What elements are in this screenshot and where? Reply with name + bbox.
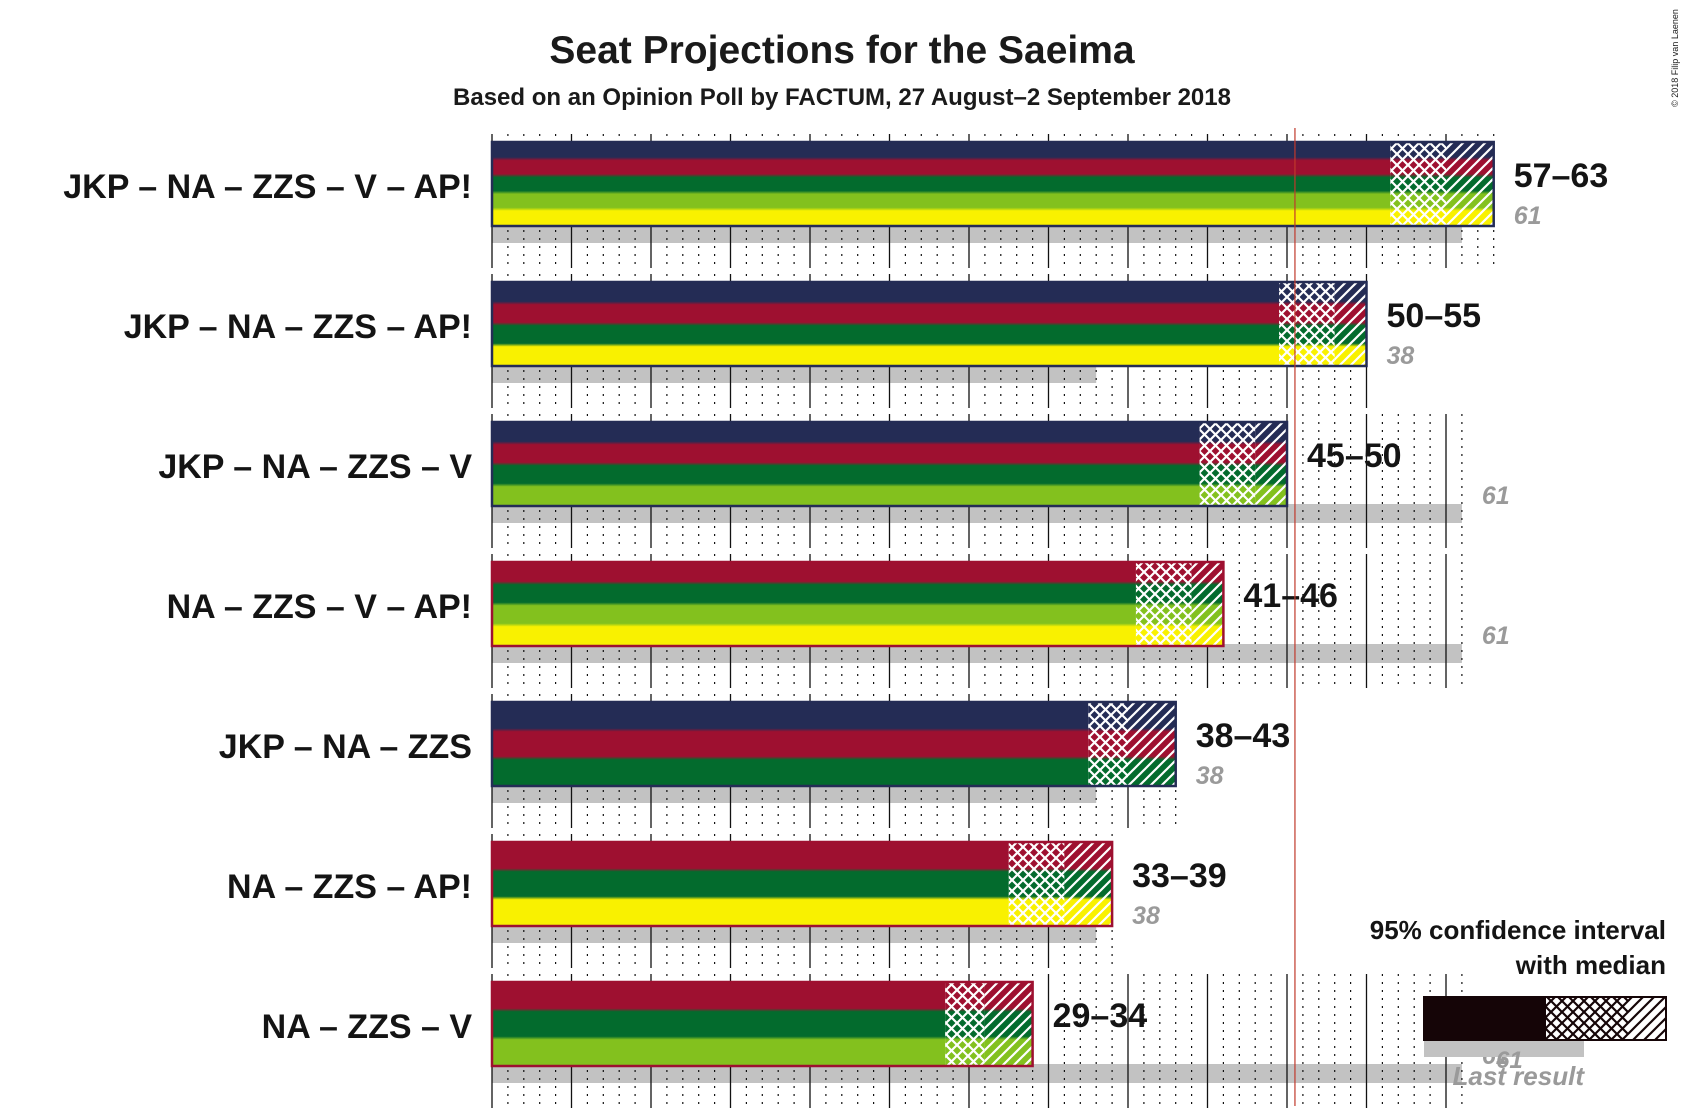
bar-outline xyxy=(490,140,1495,228)
legend-ci-hatch xyxy=(1628,997,1666,1040)
last-result-bar xyxy=(492,1064,1462,1083)
bar-ci-hatch xyxy=(1334,282,1367,366)
last-result-bar xyxy=(492,224,1462,243)
coalition-row: NA – ZZS – AP! 33–39 38 xyxy=(227,834,1227,968)
coalition-row: JKP – NA – ZZS – V 45–50 61 xyxy=(158,414,1510,548)
bar-outline xyxy=(490,280,1368,368)
bar-outline xyxy=(490,840,1114,928)
bar-solid xyxy=(492,982,946,1066)
bar-solid xyxy=(492,422,1200,506)
last-result-value: 38 xyxy=(1132,902,1160,930)
bar-outline xyxy=(490,980,1034,1068)
last-result-value: 61 xyxy=(1482,482,1510,510)
last-result-bar xyxy=(492,364,1097,383)
last-result-value: 61 xyxy=(1514,202,1542,230)
legend-ci-outline xyxy=(1423,996,1667,1041)
legend-last-result-label: Last result xyxy=(1453,1061,1586,1091)
bar-ci-hatch xyxy=(1128,702,1176,786)
coalition-row: JKP – NA – ZZS – V – AP! 57–63 61 xyxy=(63,134,1608,268)
last-result-value: 38 xyxy=(1387,342,1415,370)
bar-ci-hatch xyxy=(1255,422,1287,506)
coalition-label: JKP – NA – ZZS – AP! xyxy=(124,308,472,346)
last-result-bar xyxy=(492,644,1462,663)
seat-range-label: 50–55 xyxy=(1387,297,1482,335)
bar-outline xyxy=(490,700,1177,788)
bar-ci-crosshatch xyxy=(1279,282,1335,366)
seat-range-label: 33–39 xyxy=(1132,857,1227,895)
coalition-label: JKP – NA – ZZS xyxy=(219,728,472,766)
seat-range-label: 41–46 xyxy=(1243,577,1338,615)
coalition-row: JKP – NA – ZZS 38–43 38 xyxy=(219,694,1290,828)
bar-ci-crosshatch xyxy=(1008,842,1065,926)
bar-solid xyxy=(492,562,1136,646)
bar-outline xyxy=(490,560,1225,648)
last-result-bar xyxy=(492,784,1097,803)
bar-solid xyxy=(492,842,1009,926)
bar-ci-crosshatch xyxy=(1135,562,1192,646)
bar-ci-crosshatch xyxy=(1088,702,1128,786)
seat-range-label: 45–50 xyxy=(1307,437,1402,475)
coalition-label: JKP – NA – ZZS – V – AP! xyxy=(63,168,472,206)
coalition-label: NA – ZZS – V xyxy=(262,1008,473,1046)
bar-solid xyxy=(492,282,1280,366)
legend: 95% confidence interval with median 61 L… xyxy=(1370,915,1667,1091)
bar-ci-crosshatch xyxy=(1199,422,1256,506)
coalition-label: JKP – NA – ZZS – V xyxy=(158,448,472,486)
legend-last-result-bar xyxy=(1424,1038,1584,1057)
last-result-bar xyxy=(492,924,1097,943)
legend-ci-cross xyxy=(1546,997,1628,1040)
legend-sample-last-value: 61 xyxy=(1496,1047,1523,1074)
bar-ci-hatch xyxy=(984,982,1033,1066)
coalition-label: NA – ZZS – AP! xyxy=(227,868,472,906)
copyright-note: © 2018 Filip van Laenen xyxy=(1670,9,1680,107)
bar-ci-hatch xyxy=(1446,142,1494,226)
coalition-label: NA – ZZS – V – AP! xyxy=(167,588,472,626)
bar-ci-hatch xyxy=(1191,562,1224,646)
bar-solid xyxy=(492,142,1391,226)
seat-range-label: 38–43 xyxy=(1196,717,1291,755)
last-result-value: 38 xyxy=(1196,762,1224,790)
chart-title: Seat Projections for the Saeima xyxy=(549,29,1135,72)
coalition-row: NA – ZZS – V – AP! 41–46 61 xyxy=(167,554,1510,688)
legend-title-line2: with median xyxy=(1515,950,1666,980)
bar-outline xyxy=(490,420,1289,508)
legend-title-line1: 95% confidence interval xyxy=(1370,915,1666,945)
bar-ci-crosshatch xyxy=(1390,142,1446,226)
bar-ci-crosshatch xyxy=(945,982,985,1066)
seat-range-label: 29–34 xyxy=(1053,997,1148,1035)
seat-range-label: 57–63 xyxy=(1514,157,1609,195)
coalition-row: JKP – NA – ZZS – AP! 50–55 38 xyxy=(124,274,1481,408)
last-result-bar xyxy=(492,504,1462,523)
last-result-value: 61 xyxy=(1482,622,1510,650)
chart-subtitle: Based on an Opinion Poll by FACTUM, 27 A… xyxy=(453,84,1231,111)
bar-solid xyxy=(492,702,1089,786)
coalition-row: NA – ZZS – V29–3461 xyxy=(262,974,1510,1108)
bar-ci-hatch xyxy=(1064,842,1113,926)
legend-ci-solid xyxy=(1424,997,1546,1040)
